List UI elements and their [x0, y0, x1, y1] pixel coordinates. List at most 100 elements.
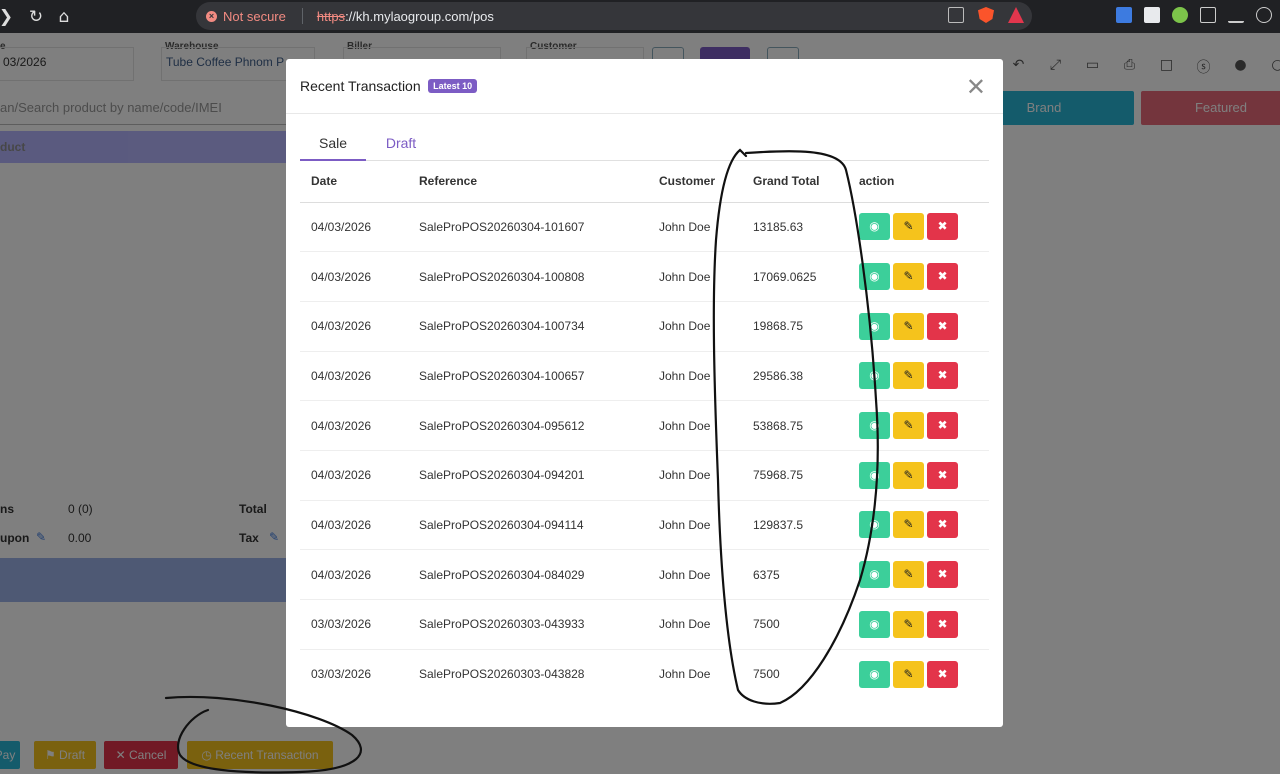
view-button[interactable]: ◉ [859, 312, 890, 340]
date-cell: 04/03/2026 [300, 202, 408, 253]
view-button[interactable]: ◉ [859, 511, 890, 539]
table-row: 04/03/2026 SaleProPOS20260304-095612 John … [300, 400, 989, 451]
transaction-tabs: Sale Draft [300, 129, 989, 161]
eye-icon: ◉ [869, 368, 880, 383]
reload-icon[interactable]: ↻ [28, 6, 44, 27]
customer-cell: John Doe [648, 202, 742, 253]
date-cell: 04/03/2026 [300, 549, 408, 600]
reference-cell: SaleProPOS20260304-100734 [408, 301, 648, 352]
view-button[interactable]: ◉ [859, 213, 890, 241]
date-cell: 03/03/2026 [300, 599, 408, 650]
grand-total-cell: 19868.75 [742, 301, 848, 352]
extension-icon[interactable] [1172, 7, 1188, 23]
grand-total-cell: 7500 [753, 667, 780, 682]
brave-shield-icon[interactable] [978, 7, 994, 23]
customer-cell: John Doe [648, 500, 742, 551]
date-cell: 04/03/2026 [300, 301, 408, 352]
edit-button[interactable]: ✎ [893, 660, 924, 688]
delete-button[interactable]: ✖ [927, 610, 958, 638]
modal-title: Recent Transaction [300, 78, 421, 94]
action-cell: ◉ ✎ ✖ [848, 251, 989, 302]
table-row: 04/03/2026 SaleProPOS20260304-100808 John … [300, 251, 989, 302]
view-button[interactable]: ◉ [859, 561, 890, 589]
extension-icon[interactable] [1144, 7, 1160, 23]
edit-icon: ✎ [903, 467, 914, 482]
edit-button[interactable]: ✎ [893, 312, 924, 340]
edit-icon: ✎ [903, 666, 914, 681]
download-icon[interactable] [1228, 7, 1244, 23]
view-button[interactable]: ◉ [859, 660, 890, 688]
view-button[interactable]: ◉ [859, 263, 890, 291]
grand-total-cell: 29586.38 [742, 351, 848, 402]
action-cell: ◉ ✎ ✖ [848, 301, 989, 352]
action-cell: ◉ ✎ ✖ [848, 549, 989, 600]
url-scheme: https [316, 8, 346, 24]
trash-icon: ✖ [937, 467, 948, 482]
reference-cell: SaleProPOS20260303-043933 [408, 599, 648, 650]
table-row: 04/03/2026 SaleProPOS20260304-100657 John … [300, 351, 989, 402]
table-row: 04/03/2026 SaleProPOS20260304-094201 John … [300, 450, 989, 501]
action-cell: ◉ ✎ ✖ [848, 351, 989, 402]
close-icon[interactable]: ✕ [965, 73, 986, 101]
date-cell: 04/03/2026 [300, 400, 408, 451]
security-label[interactable]: Not secure [223, 8, 286, 24]
home-icon[interactable]: ⌂ [58, 6, 70, 27]
column-customer: Customer [648, 161, 742, 203]
date-cell: 04/03/2026 [300, 251, 408, 302]
share-icon[interactable] [948, 7, 964, 23]
reference-cell: SaleProPOS20260304-100808 [408, 251, 648, 302]
view-button[interactable]: ◉ [859, 362, 890, 390]
view-button[interactable]: ◉ [859, 461, 890, 489]
edit-button[interactable]: ✎ [893, 610, 924, 638]
grand-total-cell: 129837.5 [742, 500, 848, 551]
sparkle-icon[interactable] [1256, 7, 1272, 23]
date-cell: 04/03/2026 [300, 351, 408, 402]
column-grand-total: Grand Total [742, 161, 848, 203]
table-body: 04/03/2026 SaleProPOS20260304-101607 John … [300, 202, 989, 699]
forward-icon[interactable]: ❯ [0, 6, 14, 27]
delete-button[interactable]: ✖ [927, 561, 958, 589]
puzzle-icon[interactable] [1200, 7, 1216, 23]
edit-button[interactable]: ✎ [893, 263, 924, 291]
edit-icon: ✎ [903, 318, 914, 333]
action-cell: ◉ ✎ ✖ [848, 649, 989, 699]
address-bar[interactable]: × Not secure https ://kh.mylaogroup.com/… [196, 2, 1032, 30]
divider [301, 8, 303, 24]
delete-button[interactable]: ✖ [927, 213, 958, 241]
eye-icon: ◉ [869, 269, 880, 284]
tab-sale[interactable]: Sale [300, 129, 366, 161]
reference-cell: SaleProPOS20260304-084029 [408, 549, 648, 600]
edit-button[interactable]: ✎ [893, 213, 924, 241]
rewards-icon[interactable] [1008, 7, 1024, 23]
view-button[interactable]: ◉ [859, 412, 890, 440]
delete-button[interactable]: ✖ [927, 312, 958, 340]
reference-cell: SaleProPOS20260304-101607 [408, 202, 648, 253]
latest-badge: Latest 10 [428, 79, 478, 93]
edit-button[interactable]: ✎ [893, 561, 924, 589]
edit-button[interactable]: ✎ [893, 412, 924, 440]
delete-button[interactable]: ✖ [927, 461, 958, 489]
edit-button[interactable]: ✎ [893, 461, 924, 489]
eye-icon: ◉ [869, 418, 880, 433]
tab-draft[interactable]: Draft [385, 135, 417, 151]
column-reference: Reference [408, 161, 648, 203]
delete-button[interactable]: ✖ [927, 511, 958, 539]
extension-icon[interactable] [1116, 7, 1132, 23]
trash-icon: ✖ [937, 666, 948, 681]
transaction-table: Date Reference Customer Grand Total acti… [300, 161, 989, 699]
view-button[interactable]: ◉ [859, 610, 890, 638]
grand-total-cell: 53868.75 [742, 400, 848, 451]
table-row: 03/03/2026 SaleProPOS20260303-043828 John … [300, 649, 989, 699]
table-row: 04/03/2026 SaleProPOS20260304-101607 John … [300, 202, 989, 253]
customer-cell: John Doe [648, 450, 742, 501]
delete-button[interactable]: ✖ [927, 362, 958, 390]
reference-cell: SaleProPOS20260304-095612 [408, 400, 648, 451]
edit-button[interactable]: ✎ [893, 362, 924, 390]
delete-button[interactable]: ✖ [927, 263, 958, 291]
delete-button[interactable]: ✖ [927, 412, 958, 440]
warning-icon: × [206, 10, 217, 22]
edit-button[interactable]: ✎ [893, 511, 924, 539]
reference-cell: SaleProPOS20260304-100657 [408, 351, 648, 402]
customer-cell: John Doe [648, 599, 742, 650]
delete-button[interactable]: ✖ [927, 660, 958, 688]
